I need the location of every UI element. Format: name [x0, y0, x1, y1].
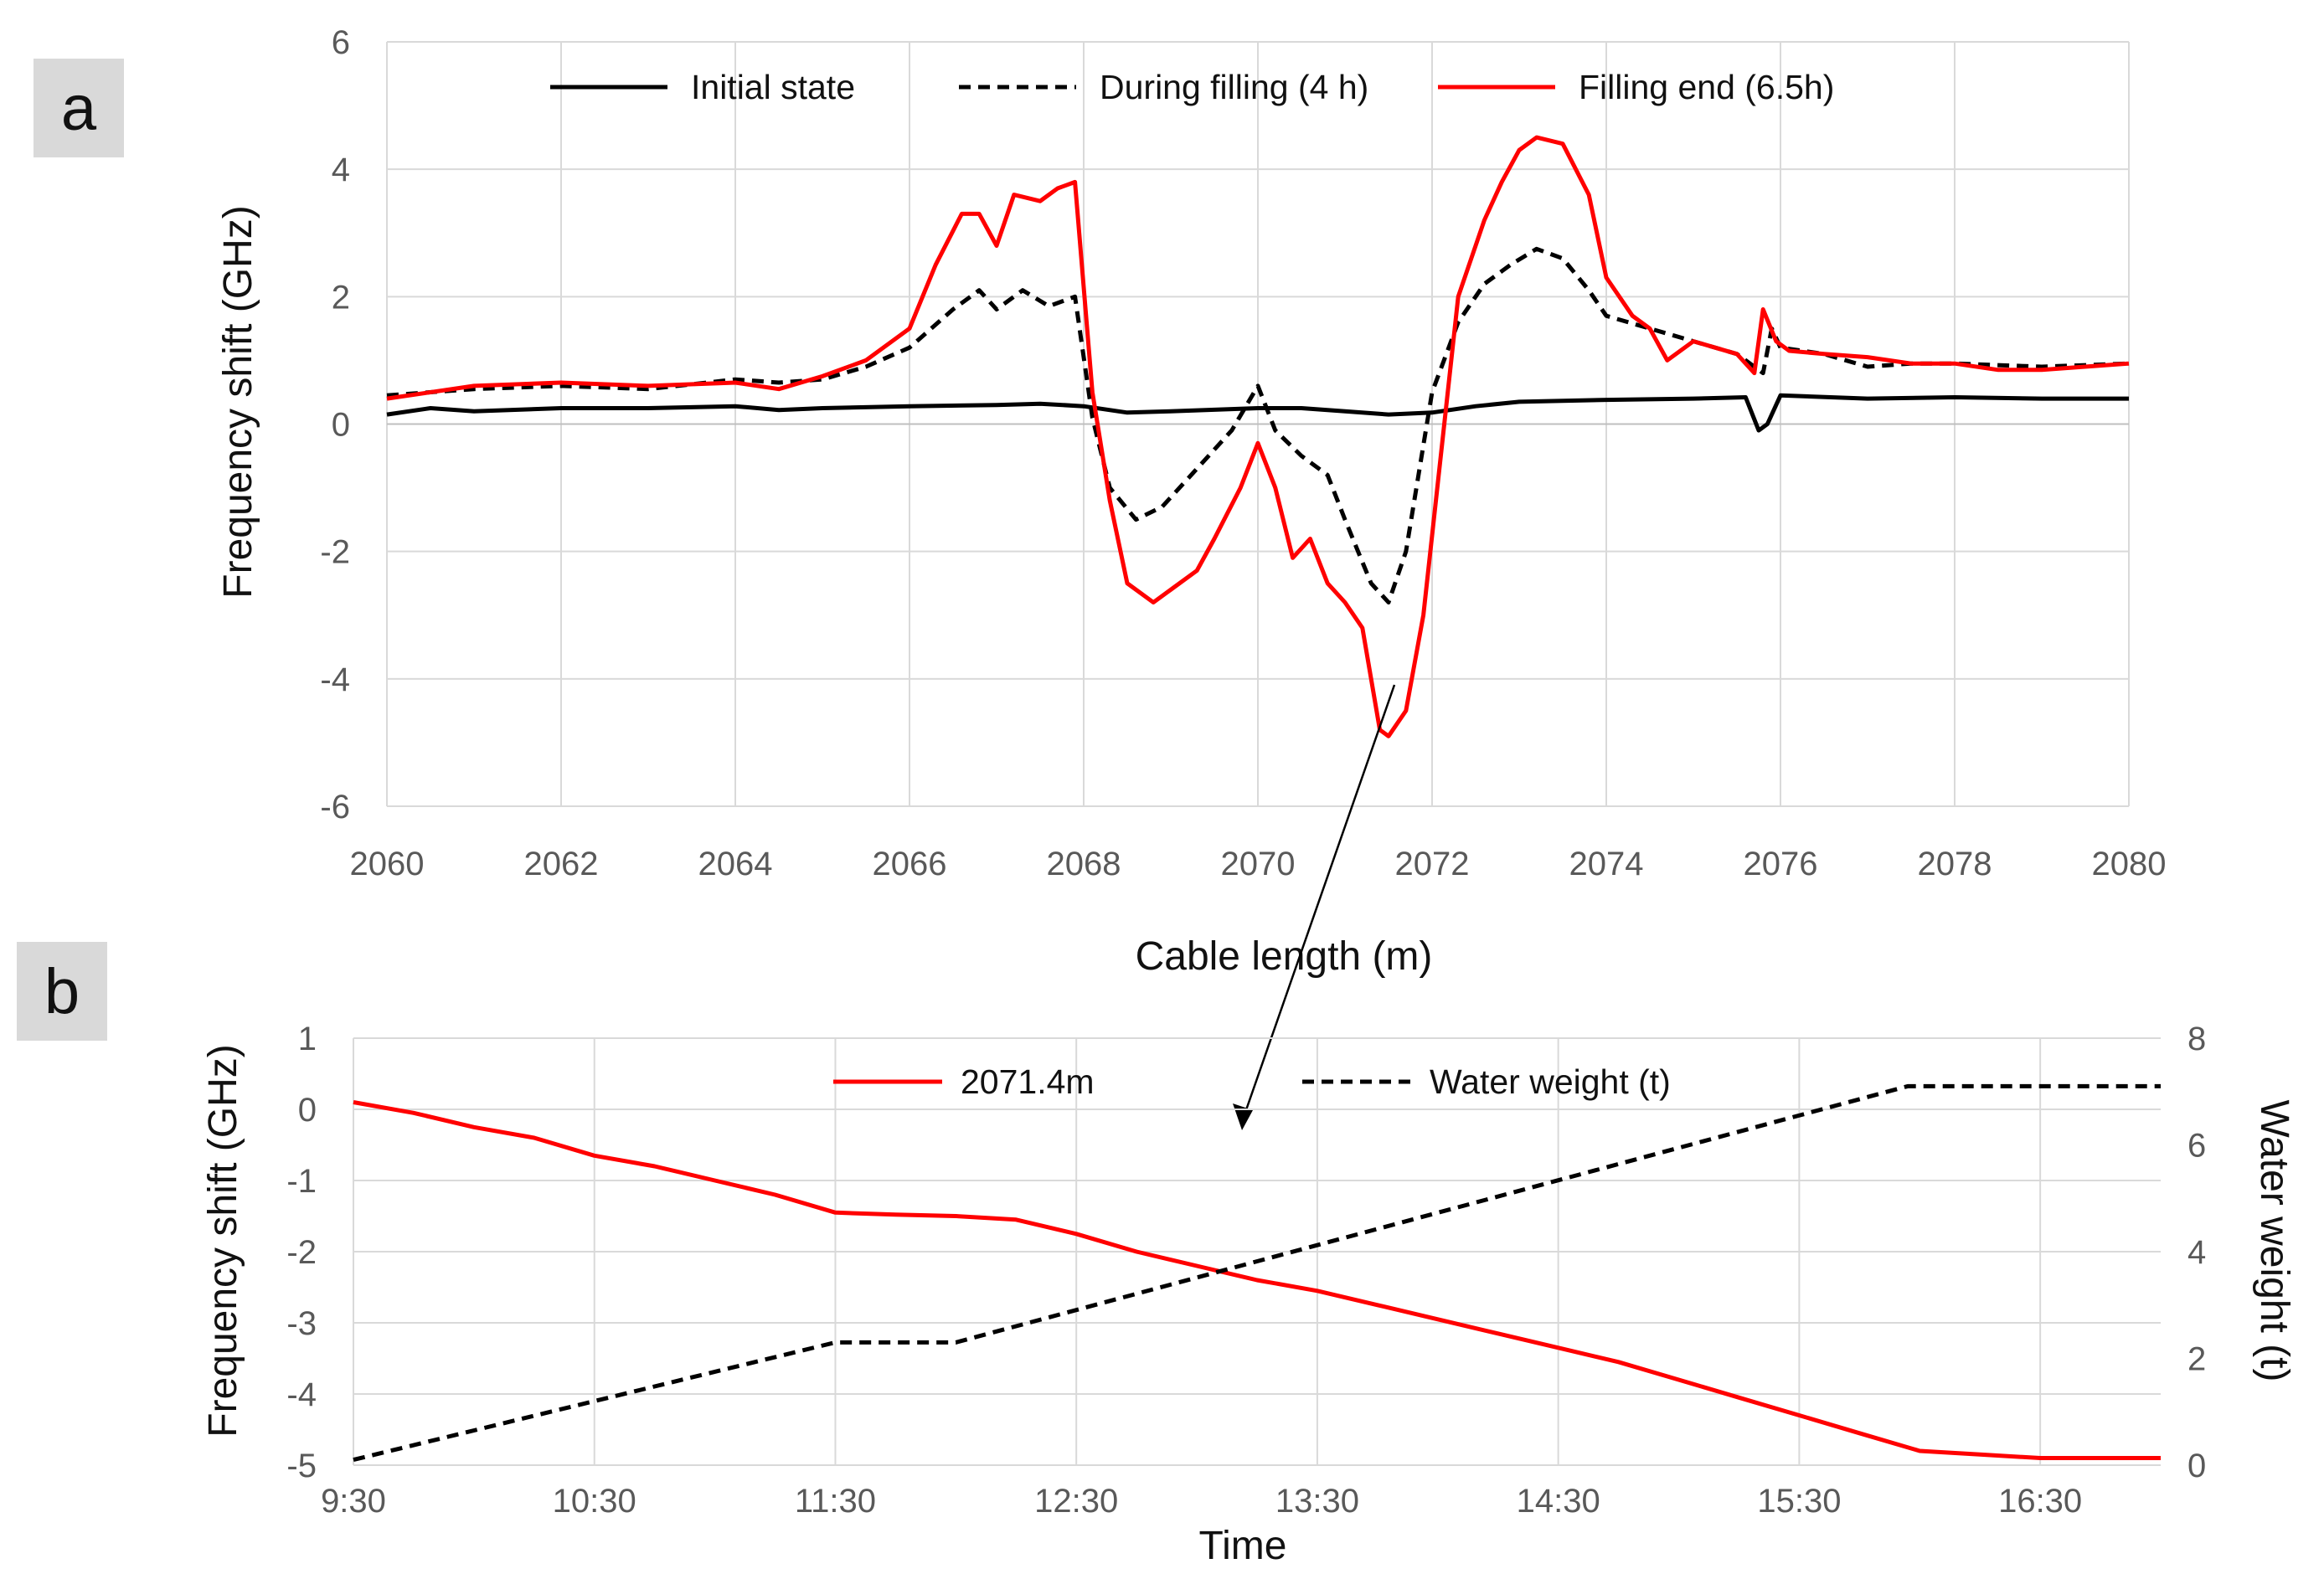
chart-b-y-tick-label: 0 — [298, 1092, 317, 1129]
chart-a-legend-label-during-filling-4-h: During filling (4 h) — [1100, 68, 1368, 106]
chart-b-legend-label-2071-4m: 2071.4m — [961, 1062, 1095, 1101]
chart-a-legend-label-initial-state: Initial state — [691, 68, 855, 106]
chart-b-x-tick-label: 13:30 — [1275, 1483, 1359, 1520]
panel-label-a-box — [33, 59, 124, 157]
chart-a-tick-labels: 2060 2062 2064 2066 2068 2070 2072 2074 2076 2078… — [320, 24, 2166, 882]
chart-b-y-axis-label: Frequency shift (GHz) — [201, 1044, 245, 1437]
chart-b: 9:30 10:30 11:30 12:30 13:30 14:30 15:30 16:30 1… — [201, 1021, 2296, 1568]
chart-b-legend-label-water-weight-t: Water weight (t) — [1430, 1062, 1671, 1101]
chart-a-x-tick-label: 2080 — [2092, 846, 2167, 882]
chart-b-x-tick-label: 9:30 — [321, 1483, 386, 1520]
chart-a-series-initial-state — [386, 393, 2129, 433]
chart-a-gridlines — [386, 41, 2130, 807]
chart-a-x-tick-label: 2072 — [1395, 846, 1470, 882]
chart-a-series-filling-end-6-5h — [386, 135, 2130, 738]
chart-b-y2-tick-label: 6 — [2187, 1128, 2206, 1165]
chart-a-x-tick-label: 2068 — [1047, 846, 1121, 882]
chart-a-x-axis-label: Cable length (m) — [1136, 934, 1433, 979]
chart-b-series-water-weight-t — [353, 1083, 2161, 1463]
chart-b-x-tick-label: 16:30 — [1998, 1483, 2082, 1520]
chart-a-y-tick-label: -4 — [320, 661, 350, 698]
chart-a-y-tick-label: 6 — [332, 24, 350, 61]
chart-b-y-tick-label: -2 — [286, 1234, 317, 1271]
chart-a-x-tick-label: 2062 — [524, 846, 599, 882]
chart-b-x-tick-label: 11:30 — [795, 1483, 876, 1520]
chart-a-legend-label-filling-end-6-5h: Filling end (6.5h) — [1579, 68, 1834, 106]
chart-b-y2-axis-label: Water weight (t) — [2252, 1100, 2296, 1382]
chart-b-tick-labels: 9:30 10:30 11:30 12:30 13:30 14:30 15:30 16:30 1… — [286, 1021, 2206, 1520]
chart-a-x-tick-label: 2070 — [1221, 846, 1296, 882]
chart-a-x-tick-label: 2074 — [1569, 846, 1644, 882]
chart-b-y-tick-label: 1 — [298, 1021, 317, 1057]
chart-b-y2-tick-label: 8 — [2187, 1021, 2206, 1057]
chart-b-y-tick-label: -4 — [286, 1376, 317, 1413]
chart-b-y2-tick-label: 4 — [2187, 1234, 2206, 1271]
chart-b-x-tick-label: 12:30 — [1034, 1483, 1118, 1520]
panel-label-a: a — [61, 73, 97, 144]
chart-b-legend: 2071.4m Water weight (t) — [833, 1062, 1671, 1101]
chart-b-y-tick-label: -5 — [286, 1448, 317, 1484]
chart-a-y-tick-label: -2 — [320, 534, 350, 571]
chart-a-y-axis-label: Frequency shift (GHz) — [216, 205, 260, 598]
chart-a-y-tick-label: -6 — [320, 789, 350, 826]
chart-a-x-tick-label: 2066 — [873, 846, 947, 882]
panel-label-b: b — [44, 956, 80, 1027]
chart-b-y-tick-label: -1 — [286, 1163, 317, 1200]
annotation-arrow — [1233, 684, 1396, 1130]
chart-b-x-axis-label: Time — [1199, 1524, 1287, 1568]
chart-a-y-tick-label: 0 — [332, 407, 350, 444]
chart-b-y2-tick-label: 2 — [2187, 1341, 2206, 1378]
chart-a-x-tick-label: 2078 — [1918, 846, 1992, 882]
chart-a: 2060 2062 2064 2066 2068 2070 2072 2074 2076 2078… — [216, 24, 2166, 979]
panel-label-b-box — [17, 942, 107, 1041]
chart-a-y-tick-label: 4 — [332, 152, 350, 188]
chart-a-series-during-filling-4-h — [386, 246, 2130, 604]
chart-b-gridlines — [353, 1037, 2161, 1466]
chart-b-y-tick-label: -3 — [286, 1305, 317, 1342]
chart-b-x-tick-label: 14:30 — [1517, 1483, 1600, 1520]
chart-a-legend: Initial state During filling (4 h) Filling… — [550, 68, 1834, 106]
chart-a-x-tick-label: 2076 — [1744, 846, 1818, 882]
chart-b-y2-tick-label: 0 — [2187, 1448, 2206, 1484]
chart-b-x-tick-label: 15:30 — [1757, 1483, 1841, 1520]
chart-a-x-tick-label: 2064 — [698, 846, 773, 882]
chart-b-x-tick-label: 10:30 — [553, 1483, 636, 1520]
chart-a-series — [386, 135, 2130, 738]
chart-b-series — [353, 1083, 2161, 1463]
chart-b-series-2071-4m — [353, 1100, 2161, 1460]
chart-a-y-tick-label: 2 — [332, 279, 350, 316]
chart-a-x-tick-label: 2060 — [350, 846, 425, 882]
